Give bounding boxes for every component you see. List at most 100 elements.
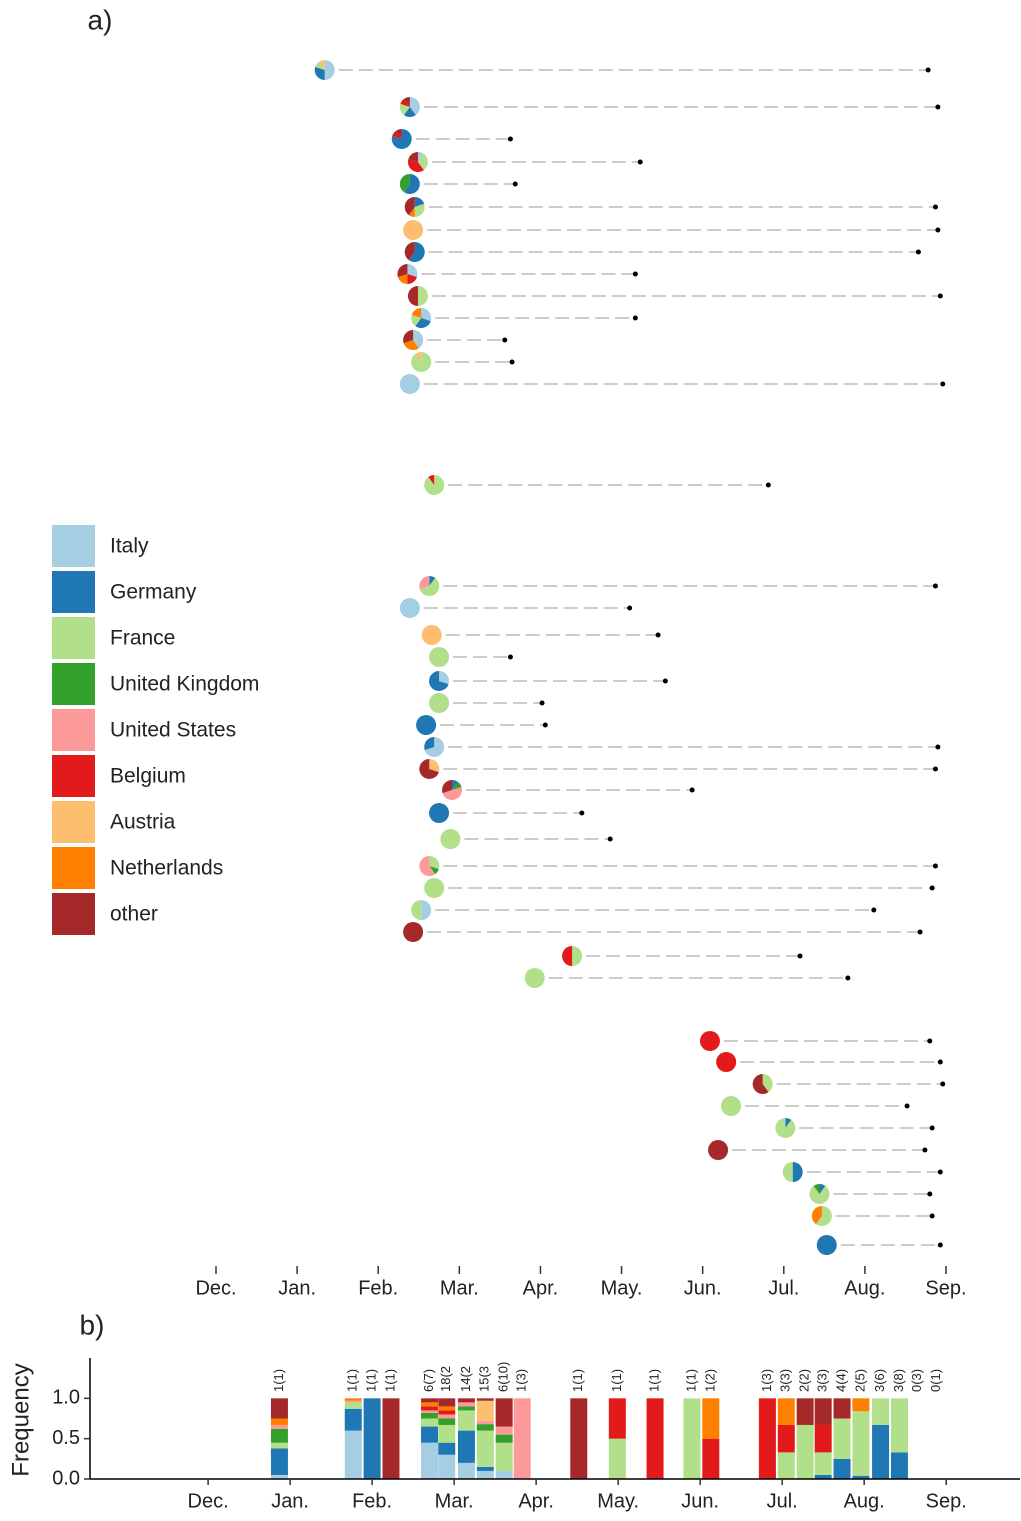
pie-slice bbox=[408, 242, 425, 262]
bar-segment bbox=[890, 1452, 908, 1479]
lineage-tip bbox=[940, 381, 946, 387]
bar-segment bbox=[814, 1398, 832, 1425]
bar-annotation: 14(2 bbox=[458, 1366, 473, 1392]
lineage-tip bbox=[539, 700, 545, 706]
x-tick-label: Sep. bbox=[925, 1277, 966, 1299]
lineage-tip bbox=[542, 722, 548, 728]
lineage-tip bbox=[935, 227, 941, 233]
bar-segment bbox=[457, 1398, 475, 1403]
lineage-tip bbox=[932, 583, 938, 589]
bar-annotation: 3(3) bbox=[778, 1369, 793, 1392]
lineage-tip bbox=[507, 654, 513, 660]
legend-swatch bbox=[52, 571, 95, 613]
pie-slice bbox=[411, 900, 422, 920]
bar-segment bbox=[476, 1470, 494, 1479]
bar-segment bbox=[852, 1411, 870, 1476]
lineage-tip bbox=[655, 632, 661, 638]
lineage-tip bbox=[632, 271, 638, 277]
lineage-tip bbox=[627, 605, 633, 611]
pie-slice bbox=[404, 242, 415, 261]
pie-slice bbox=[419, 759, 439, 779]
bar-segment bbox=[270, 1398, 288, 1419]
bar-segment bbox=[438, 1414, 456, 1419]
bar-annotation: 2(5) bbox=[852, 1369, 867, 1392]
legend-swatch bbox=[52, 617, 95, 659]
pie-slice bbox=[419, 576, 430, 590]
bar-segment bbox=[814, 1474, 832, 1479]
bar-annotation: 1(2) bbox=[702, 1369, 717, 1392]
pie-slice bbox=[429, 693, 450, 713]
bar-segment bbox=[495, 1442, 513, 1471]
bar-segment bbox=[476, 1420, 494, 1425]
x-tick-label: Jul. bbox=[767, 1490, 798, 1512]
pie-slice bbox=[415, 352, 422, 362]
bar-segment bbox=[457, 1430, 475, 1463]
y-tick-label: 1.0 bbox=[52, 1387, 80, 1409]
bar-segment bbox=[608, 1398, 626, 1439]
pie-slice bbox=[415, 318, 431, 329]
bar-annotation: 1(1) bbox=[271, 1369, 286, 1392]
x-tick-label: May. bbox=[601, 1277, 643, 1299]
bar-segment bbox=[421, 1418, 439, 1427]
pie-slice bbox=[439, 671, 450, 685]
bar-segment bbox=[890, 1398, 908, 1453]
pie-slice bbox=[429, 856, 440, 870]
bar-segment bbox=[814, 1452, 832, 1475]
pie-slice bbox=[411, 308, 422, 318]
bar-segment bbox=[476, 1400, 494, 1421]
lineage-tip bbox=[632, 315, 638, 321]
x-tick-label: Aug. bbox=[844, 1490, 885, 1512]
legend-label: France bbox=[110, 627, 175, 650]
pie-slice bbox=[421, 900, 432, 920]
bar-segment bbox=[421, 1406, 439, 1411]
bar-segment bbox=[363, 1398, 381, 1479]
pie-slice bbox=[452, 780, 458, 790]
bar-annotation: 1(1) bbox=[683, 1369, 698, 1392]
pie-slice bbox=[442, 786, 463, 800]
pie-slice bbox=[572, 946, 583, 966]
pie-slice bbox=[452, 781, 462, 790]
bar-segment bbox=[438, 1398, 456, 1407]
pie-slice bbox=[407, 158, 424, 172]
y-axis-label: Frequency bbox=[7, 1363, 34, 1476]
lineage-tip bbox=[637, 159, 643, 165]
bar-annotation: 15(3 bbox=[477, 1366, 492, 1392]
bar-segment bbox=[270, 1442, 288, 1449]
pie-slice bbox=[524, 968, 545, 988]
lineage-tip bbox=[871, 907, 877, 913]
lineage-tip bbox=[512, 181, 518, 187]
pie-slice bbox=[429, 759, 440, 773]
pie-slice bbox=[809, 1185, 830, 1204]
legend-swatch bbox=[52, 709, 95, 751]
bar-segment bbox=[457, 1410, 475, 1431]
legend-label: United States bbox=[110, 719, 236, 742]
bar-segment bbox=[421, 1412, 439, 1419]
lineage-tip bbox=[509, 359, 515, 365]
x-tick-label: Feb. bbox=[358, 1277, 398, 1299]
pie-slice bbox=[417, 152, 424, 162]
pie-slice bbox=[752, 1074, 769, 1094]
legend-label: Belgium bbox=[110, 765, 186, 788]
bar-segment bbox=[495, 1470, 513, 1479]
bar-segment bbox=[438, 1418, 456, 1425]
bar-segment bbox=[758, 1398, 776, 1479]
bar-segment bbox=[833, 1458, 851, 1479]
bar-annotation: 1(1) bbox=[609, 1369, 624, 1392]
bar-segment bbox=[495, 1398, 513, 1427]
legend-swatch bbox=[52, 847, 95, 889]
bar-segment bbox=[270, 1474, 288, 1479]
bar-annotation: 6(10) bbox=[496, 1362, 511, 1392]
pie-slice bbox=[785, 1118, 792, 1128]
pie-slice bbox=[391, 129, 412, 150]
pie-slice bbox=[424, 878, 445, 898]
pie-slice bbox=[413, 330, 424, 349]
legend-swatch bbox=[52, 755, 95, 797]
pie-slice bbox=[562, 946, 573, 966]
bar-segment bbox=[270, 1424, 288, 1429]
bar-segment bbox=[344, 1400, 362, 1403]
x-tick-label: Jul. bbox=[768, 1277, 799, 1299]
pie-slice bbox=[403, 107, 416, 118]
bar-segment bbox=[796, 1398, 814, 1425]
lineage-tip bbox=[932, 204, 938, 210]
